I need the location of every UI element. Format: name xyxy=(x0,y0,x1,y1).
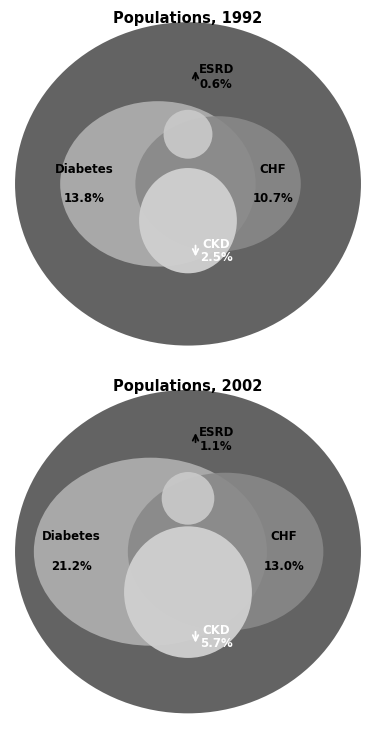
Text: Populations, 2002: Populations, 2002 xyxy=(113,379,263,394)
Text: 1.1%: 1.1% xyxy=(200,441,232,453)
Text: ESRD: ESRD xyxy=(199,63,234,77)
Text: 13.8%: 13.8% xyxy=(64,192,105,205)
Text: CKD: CKD xyxy=(202,238,230,251)
Ellipse shape xyxy=(15,390,361,713)
Ellipse shape xyxy=(162,472,214,525)
Ellipse shape xyxy=(128,473,323,631)
Text: CKD: CKD xyxy=(202,624,230,637)
Text: 5.7%: 5.7% xyxy=(200,637,233,650)
Text: CHF: CHF xyxy=(271,531,297,543)
Text: 0.6%: 0.6% xyxy=(200,78,233,91)
Text: 21.2%: 21.2% xyxy=(51,560,92,573)
Text: CHF: CHF xyxy=(259,163,286,175)
Text: ESRD: ESRD xyxy=(199,426,234,438)
Text: 13.0%: 13.0% xyxy=(264,560,304,573)
Ellipse shape xyxy=(34,458,267,646)
Text: 10.7%: 10.7% xyxy=(252,192,293,205)
Ellipse shape xyxy=(15,22,361,345)
Ellipse shape xyxy=(164,110,212,159)
Ellipse shape xyxy=(60,101,256,267)
Ellipse shape xyxy=(139,168,237,273)
Text: Diabetes: Diabetes xyxy=(42,531,101,543)
Ellipse shape xyxy=(135,116,301,252)
Text: Populations, 1992: Populations, 1992 xyxy=(114,11,262,26)
Ellipse shape xyxy=(124,526,252,658)
Text: 2.5%: 2.5% xyxy=(200,251,233,264)
Text: Diabetes: Diabetes xyxy=(55,163,114,175)
